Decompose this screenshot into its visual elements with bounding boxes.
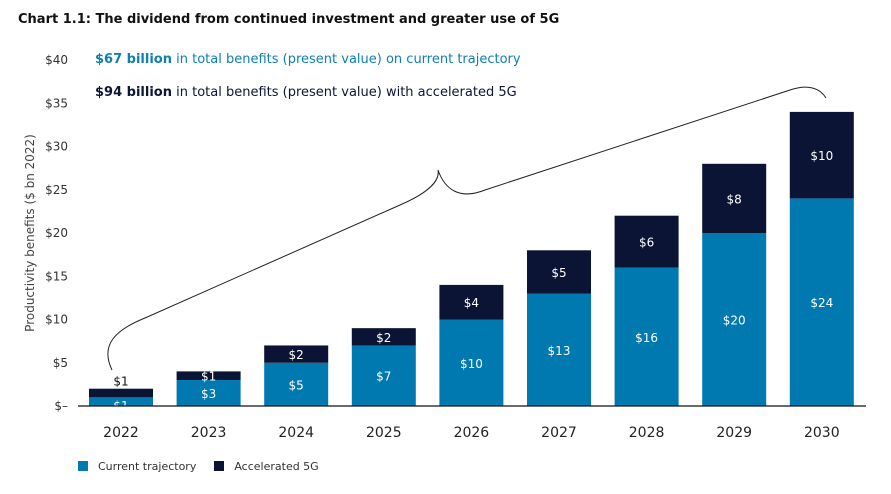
x-tick-label: 2023 xyxy=(191,425,227,441)
bar-accelerated xyxy=(176,371,241,381)
x-tick-label: 2024 xyxy=(278,425,314,441)
data-label-current: $16 xyxy=(635,331,658,345)
bar-current xyxy=(789,198,854,406)
annotation-accelerated: $94 billion in total benefits (present v… xyxy=(95,85,517,100)
legend-item-accelerated: Accelerated 5G xyxy=(214,460,319,473)
data-label-accelerated: $8 xyxy=(727,192,742,206)
data-label-accelerated: $4 xyxy=(464,296,479,310)
bar-current xyxy=(439,319,504,406)
y-axis-label: Productivity benefits ($ bn 2022) xyxy=(23,134,37,332)
annotation-current: $67 billion in total benefits (present v… xyxy=(95,52,521,67)
y-tick-label: $25 xyxy=(45,183,68,197)
legend-item-current: Current trajectory xyxy=(78,460,196,473)
bar-current xyxy=(176,380,241,406)
legend-label: Accelerated 5G xyxy=(234,460,319,473)
x-tick-label: 2022 xyxy=(103,425,139,441)
x-tick-label: 2027 xyxy=(541,425,577,441)
bar-accelerated xyxy=(614,215,679,268)
data-label-accelerated: $1 xyxy=(113,375,128,389)
data-label-accelerated: $5 xyxy=(551,266,566,280)
bar-accelerated xyxy=(351,328,416,346)
data-label-accelerated: $1 xyxy=(201,370,216,384)
data-label-accelerated: $6 xyxy=(639,236,654,250)
annotation-accelerated-text: in total benefits (present value) with a… xyxy=(171,85,517,100)
legend-swatch-current xyxy=(78,461,88,471)
legend: Current trajectory Accelerated 5G xyxy=(78,460,319,473)
chart-title: Chart 1.1: The dividend from continued i… xyxy=(18,12,560,27)
bar-accelerated xyxy=(702,163,767,233)
data-label-current: $13 xyxy=(548,344,571,358)
legend-label: Current trajectory xyxy=(98,460,197,473)
y-tick-label: $30 xyxy=(45,140,68,154)
data-label-current: $24 xyxy=(810,296,833,310)
x-tick-label: 2030 xyxy=(804,425,840,441)
data-label-accelerated: $10 xyxy=(810,149,833,163)
data-label-current: $3 xyxy=(201,387,216,401)
y-tick-label: $15 xyxy=(45,269,68,283)
bar-accelerated xyxy=(89,388,153,398)
y-tick-label: $10 xyxy=(45,313,68,327)
annotation-current-text: in total benefits (present value) on cur… xyxy=(171,52,521,67)
y-tick-label: $– xyxy=(54,399,68,413)
annotation-accelerated-value: $94 billion xyxy=(95,85,172,100)
bar-accelerated xyxy=(439,284,504,320)
legend-swatch-accelerated xyxy=(214,461,225,471)
x-tick-label: 2025 xyxy=(366,425,402,441)
data-label-current: $20 xyxy=(723,314,746,328)
bar-current xyxy=(702,233,767,406)
bar-current xyxy=(527,293,591,406)
data-label-current: $5 xyxy=(289,378,304,392)
y-tick-label: $40 xyxy=(45,53,68,67)
bar-accelerated xyxy=(527,250,591,294)
y-tick-label: $20 xyxy=(45,226,68,240)
x-tick-label: 2026 xyxy=(454,425,490,441)
data-label-accelerated: $2 xyxy=(289,348,304,362)
data-label-current: $7 xyxy=(376,370,391,384)
bar-accelerated xyxy=(264,345,329,363)
x-tick-label: 2029 xyxy=(716,425,752,441)
y-tick-label: $35 xyxy=(45,96,68,110)
bar-current xyxy=(264,362,329,406)
x-tick-label: 2028 xyxy=(629,425,665,441)
y-tick-label: $5 xyxy=(53,356,68,370)
data-label-current: $10 xyxy=(460,357,483,371)
bracket-annotation xyxy=(107,86,827,371)
data-label-accelerated: $2 xyxy=(376,331,391,345)
bar-current xyxy=(614,267,679,406)
annotation-current-value: $67 billion xyxy=(95,52,172,67)
bar-current xyxy=(89,397,153,406)
bar-accelerated xyxy=(789,111,854,199)
bar-current xyxy=(351,345,416,406)
